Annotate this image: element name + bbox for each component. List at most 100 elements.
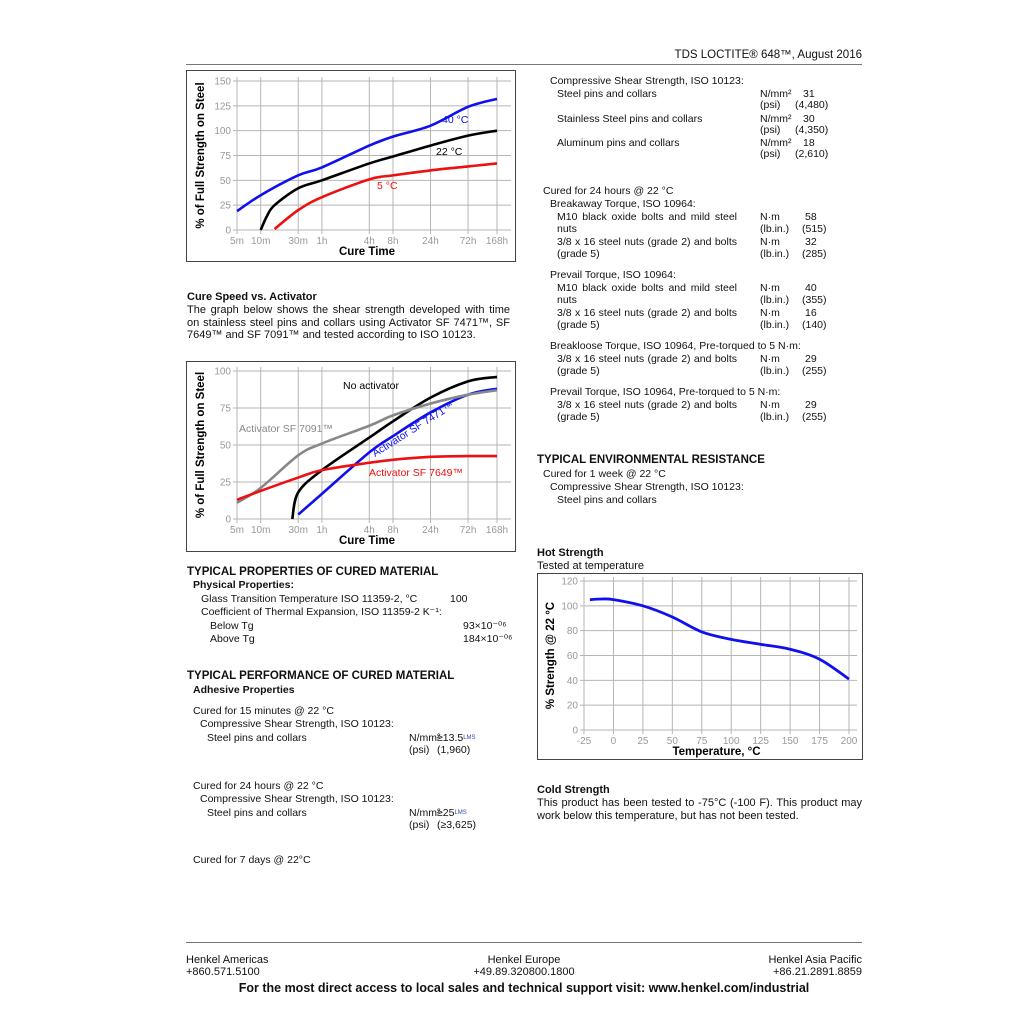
css-row-unit1: N/mm²: [760, 112, 792, 125]
x-tick-label: 100: [723, 736, 740, 747]
y-tick-label: 100: [561, 601, 578, 612]
cure-speed-activator-svg: 0 25 50 75 100 5m 10m 30m 1h 4h 8h 24h 72h 168h Cure T…: [195, 367, 511, 547]
x-tick-label: 24h: [422, 236, 439, 247]
x-axis-label: Cure Time: [339, 246, 395, 258]
torque-row-unit2: (lb.in.): [760, 294, 790, 306]
torque-row-value1: 16: [805, 307, 817, 319]
footer-europe-name: Henkel Europe: [487, 954, 561, 966]
torque-row-unit2: (lb.in.): [760, 223, 790, 235]
series-line-1: [259, 129, 498, 231]
torque-row-value2: (355): [802, 294, 827, 306]
cure15-test: Compressive Shear Strength, ISO 10123:: [200, 718, 394, 730]
series-label: Activator SF 7091™: [239, 423, 333, 435]
y-tick-label: 120: [561, 577, 578, 588]
css-row-unit1: N/mm²: [760, 137, 792, 149]
x-tick-label: 75: [696, 736, 708, 747]
tg-label: Glass Transition Temperature ISO 11359-2…: [201, 593, 418, 605]
y-tick-label: 0: [572, 726, 578, 737]
x-tick-label: 5m: [230, 236, 244, 247]
y-tick-label: 25: [220, 478, 232, 489]
x-tick-label: 150: [782, 736, 799, 747]
cure7d-label: Cured for 7 days @ 22°C: [193, 854, 311, 866]
cure24-unit2: (psi): [409, 819, 430, 831]
right-cure24-label: Cured for 24 hours @ 22 °C: [543, 185, 674, 197]
series-label: Activator SF 7649™: [369, 467, 463, 479]
env-resistance-heading: TYPICAL ENVIRONMENTAL RESISTANCE: [537, 454, 765, 466]
x-tick-label: 30m: [289, 236, 308, 247]
torque-group-heading: Breakaway Torque, ISO 10964:: [550, 198, 696, 210]
x-tick-label: 168h: [486, 525, 508, 536]
torque-row-value1: 32: [805, 236, 817, 248]
x-tick-label: 1h: [316, 236, 327, 247]
torque-row-desc: 3/8 x 16 steel nuts (grade 2) and bolts: [557, 399, 737, 411]
y-axis-label: % Strength @ 22 °C: [545, 602, 557, 709]
torque-row-desc: M10 black oxide bolts and mild steel: [557, 282, 737, 294]
cure15-item: Steel pins and collars: [207, 732, 307, 744]
y-tick-label: 0: [225, 226, 231, 237]
header-divider: [186, 64, 862, 65]
y-tick-label: 60: [567, 651, 579, 662]
cold-strength-text: This product has been tested to -75°C (-…: [537, 797, 862, 822]
cure-speed-activator-heading: Cure Speed vs. Activator: [187, 291, 317, 303]
footer-americas-name: Henkel Americas: [186, 954, 269, 966]
torque-row-unit1: N·m: [760, 353, 780, 365]
css-row-value1: 18: [803, 137, 815, 149]
torque-row-desc-cont: (grade 5): [557, 365, 600, 377]
torque-row-value1: 58: [805, 211, 817, 223]
footer-americas-phone: +860.571.5100: [186, 966, 260, 978]
adhesive-properties-heading: Adhesive Properties: [193, 684, 295, 696]
x-tick-label: 30m: [289, 525, 308, 536]
y-axis-label: % of Full Strength on Steel: [195, 372, 207, 518]
torque-row-value2: (140): [802, 319, 827, 331]
series-label: 22 °C: [436, 146, 463, 158]
cure-speed-activator-text: The graph below shows the shear strength…: [187, 304, 510, 341]
tg-value: 100: [450, 593, 468, 605]
cte-label: Coefficient of Thermal Expansion, ISO 11…: [201, 606, 442, 618]
cure24-label: Cured for 24 hours @ 22 °C: [193, 780, 324, 792]
y-axis-label: % of Full Strength on Steel: [195, 82, 207, 228]
torque-row-value1: 40: [805, 282, 817, 294]
lms-superscript: LMS: [454, 810, 467, 816]
cure24-value2: (≥3,625): [437, 819, 477, 831]
above-tg-value: 184×10⁻⁰⁶: [463, 633, 513, 645]
physical-properties-heading: Physical Properties:: [193, 579, 294, 591]
series-label: 5 °C: [377, 180, 398, 192]
footer-support-link[interactable]: For the most direct access to local sale…: [238, 981, 810, 995]
series-line-0: [236, 97, 498, 213]
torque-row-unit2: (lb.in.): [760, 248, 790, 260]
series-label: No activator: [343, 380, 400, 392]
below-tg-value: 93×10⁻⁰⁶: [463, 620, 507, 632]
torque-row-desc: 3/8 x 16 steel nuts (grade 2) and bolts: [557, 307, 737, 319]
series-line-0: [589, 597, 850, 681]
y-tick-label: 50: [220, 176, 232, 187]
torque-row-value2: (255): [802, 365, 827, 377]
css-row-unit2: (psi): [760, 148, 781, 160]
x-tick-label: 0: [611, 736, 617, 747]
torque-row-desc: 3/8 x 16 steel nuts (grade 2) and bolts: [557, 353, 737, 365]
css-row-value1: 31: [803, 88, 815, 100]
x-tick-label: 72h: [460, 525, 477, 536]
document-header-title: TDS LOCTITE® 648™, August 2016: [674, 49, 862, 61]
torque-group-heading: Breakloose Torque, ISO 10964, Pre-torque…: [550, 340, 801, 352]
cure-speed-temperature-svg: 0 25 50 75 100 125 150 5m 10m 30m 1h 4h 8h 24h 72h 168h…: [195, 77, 511, 258]
x-tick-label: -25: [577, 736, 592, 747]
cure15-value1-text: ≥13.5: [437, 732, 464, 744]
cure24-value1-text: ≥25: [437, 807, 455, 819]
cure24-unit1: N/mm²: [409, 807, 441, 819]
y-tick-label: 75: [220, 151, 232, 162]
x-tick-label: 4h: [364, 525, 375, 536]
torque-group-heading: Prevail Torque, ISO 10964:: [550, 269, 676, 281]
x-tick-label: 175: [811, 736, 828, 747]
y-tick-label: 40: [567, 676, 579, 687]
x-tick-label: 8h: [387, 525, 398, 536]
footer-europe-phone: +49.89.320800.1800: [473, 966, 575, 978]
footer-asia-phone: +86.21.2891.8859: [772, 966, 862, 978]
y-tick-label: 100: [214, 367, 231, 378]
torque-row-unit2: (lb.in.): [760, 411, 790, 423]
torque-row-value2: (285): [802, 248, 827, 260]
css-row-unit1: N/mm²: [760, 88, 792, 100]
x-tick-label: 168h: [486, 236, 508, 247]
x-tick-label: 200: [841, 736, 858, 747]
cold-strength-heading: Cold Strength: [537, 784, 610, 796]
cure24-test: Compressive Shear Strength, ISO 10123:: [200, 793, 394, 805]
